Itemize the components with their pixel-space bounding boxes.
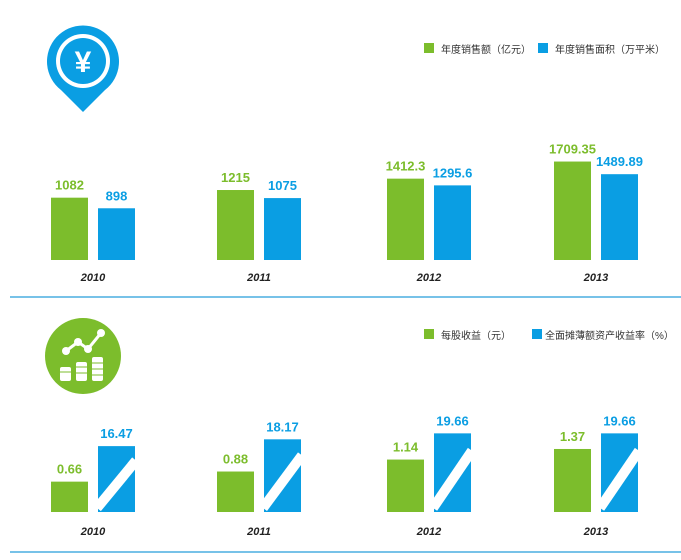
data-label: 1.14 xyxy=(393,440,419,455)
year-label: 2012 xyxy=(416,272,441,284)
bar-eps-2013 xyxy=(554,448,591,512)
data-label: 1082 xyxy=(55,178,84,193)
legend-swatch-eps xyxy=(424,329,434,339)
data-label: 16.47 xyxy=(100,426,133,441)
data-label: 1709.35 xyxy=(549,142,596,157)
bar-break-stripe xyxy=(595,447,644,511)
year-label: 2012 xyxy=(416,526,441,538)
bar-sales-amount-2011 xyxy=(217,190,254,260)
data-label: 19.66 xyxy=(603,413,636,428)
growth-chart-coins-icon xyxy=(45,318,121,394)
year-label: 2010 xyxy=(80,526,106,538)
legend-swatch-roe xyxy=(532,329,542,339)
data-label: 19.66 xyxy=(436,413,469,428)
returns-bar-chart: 0.66 16.47 2010 0.88 18.17 2011 1.14 19.66 2012 1… xyxy=(51,413,644,538)
legend-swatch-sales-amount xyxy=(424,43,434,53)
legend-label-sales-area: 年度销售面积（万平米） xyxy=(555,43,665,56)
bar-sales-area-2011 xyxy=(264,198,301,260)
bar-eps-2012 xyxy=(387,459,424,512)
year-label: 2011 xyxy=(246,272,271,284)
bar-break-stripe xyxy=(428,447,477,511)
year-label: 2011 xyxy=(246,526,271,538)
legend-label-eps: 每股收益（元） xyxy=(441,329,511,342)
legend-swatch-sales-area xyxy=(538,43,548,53)
bar-sales-amount-2010 xyxy=(51,197,88,260)
legend-label-sales-amount: 年度销售额（亿元） xyxy=(441,43,531,56)
data-label: 18.17 xyxy=(266,419,299,434)
year-label: 2013 xyxy=(583,272,608,284)
bar-sales-amount-2013 xyxy=(554,161,591,260)
bar-break-stripe xyxy=(93,457,140,512)
year-label: 2010 xyxy=(80,272,106,284)
bar-sales-area-2012 xyxy=(434,185,471,260)
year-label: 2013 xyxy=(583,526,608,538)
bar-sales-amount-2012 xyxy=(387,178,424,260)
data-label: 0.88 xyxy=(223,452,248,467)
svg-text:¥: ¥ xyxy=(75,46,92,79)
bar-eps-2011 xyxy=(217,471,254,512)
data-label: 1489.89 xyxy=(596,154,643,169)
bar-sales-area-2013 xyxy=(601,174,638,260)
sales-bar-chart: 1082 898 2010 1215 1075 2011 1412.3 1295.6 2012 1… xyxy=(51,142,643,284)
data-label: 1412.3 xyxy=(386,159,426,174)
data-label: 898 xyxy=(106,188,128,203)
bar-break-stripe xyxy=(258,452,307,511)
legend-label-roe: 全面摊薄额资产收益率（%） xyxy=(545,329,674,342)
bar-eps-2010 xyxy=(51,481,88,512)
data-label: 1295.6 xyxy=(433,165,473,180)
data-label: 1075 xyxy=(268,178,297,193)
data-label: 1.37 xyxy=(560,429,585,444)
data-label: 0.66 xyxy=(57,462,82,477)
bar-sales-area-2010 xyxy=(98,208,135,260)
data-label: 1215 xyxy=(221,170,250,185)
yen-location-pin-icon: ¥ xyxy=(47,25,120,112)
